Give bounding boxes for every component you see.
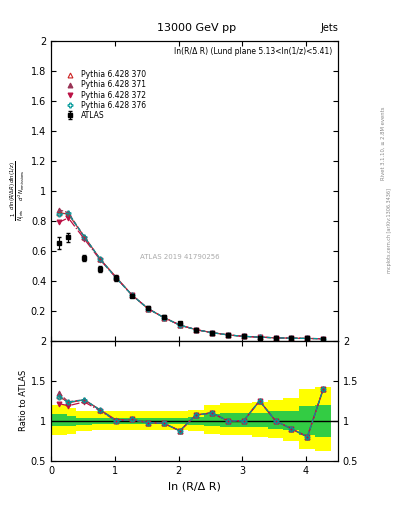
Pythia 6.428 370 [56,209,61,216]
Pythia 6.428 372 [225,332,230,338]
Text: Jets: Jets [320,23,338,33]
Pythia 6.428 371 [146,306,151,312]
Pythia 6.428 371 [273,335,278,341]
Pythia 6.428 370 [193,327,198,333]
Pythia 6.428 370 [114,274,118,280]
Pythia 6.428 372 [178,322,182,328]
Pythia 6.428 371 [289,335,294,341]
Pythia 6.428 370 [130,292,134,298]
Text: mcplots.cern.ch [arXiv:1306.3436]: mcplots.cern.ch [arXiv:1306.3436] [387,188,391,273]
Line: Pythia 6.428 376: Pythia 6.428 376 [56,211,326,341]
Pythia 6.428 376 [257,334,262,340]
X-axis label: ln (R/Δ R): ln (R/Δ R) [168,481,221,491]
Line: Pythia 6.428 370: Pythia 6.428 370 [56,210,326,341]
Pythia 6.428 376 [56,211,61,217]
Pythia 6.428 370 [257,334,262,340]
Pythia 6.428 371 [114,275,118,281]
Pythia 6.428 376 [225,332,230,338]
Pythia 6.428 376 [130,292,134,298]
Pythia 6.428 370 [225,332,230,338]
Pythia 6.428 372 [146,306,151,312]
Pythia 6.428 371 [209,330,214,336]
Pythia 6.428 371 [321,336,326,342]
Pythia 6.428 371 [66,209,71,216]
Pythia 6.428 371 [178,322,182,328]
Line: Pythia 6.428 371: Pythia 6.428 371 [56,207,326,341]
Pythia 6.428 376 [98,256,103,262]
Pythia 6.428 370 [98,256,103,262]
Y-axis label: Ratio to ATLAS: Ratio to ATLAS [19,370,28,432]
Pythia 6.428 376 [273,335,278,341]
Pythia 6.428 370 [209,330,214,336]
Pythia 6.428 370 [146,306,151,312]
Pythia 6.428 376 [321,336,326,342]
Pythia 6.428 371 [130,292,134,298]
Pythia 6.428 376 [146,306,151,312]
Pythia 6.428 371 [82,233,86,240]
Pythia 6.428 372 [82,236,86,242]
Pythia 6.428 371 [241,333,246,339]
Pythia 6.428 372 [289,335,294,341]
Pythia 6.428 376 [305,335,310,342]
Pythia 6.428 372 [130,292,134,298]
Pythia 6.428 372 [257,334,262,340]
Pythia 6.428 372 [193,327,198,333]
Pythia 6.428 370 [305,335,310,342]
Pythia 6.428 372 [114,275,118,281]
Pythia 6.428 372 [209,330,214,336]
Pythia 6.428 371 [162,314,166,321]
Pythia 6.428 370 [241,333,246,339]
Pythia 6.428 376 [114,275,118,281]
Pythia 6.428 371 [305,335,310,342]
Pythia 6.428 371 [225,332,230,338]
Pythia 6.428 371 [56,206,61,212]
Pythia 6.428 371 [193,327,198,333]
Y-axis label: $\frac{1}{N_\mathrm{jets}}\frac{d\ln(R/\Delta R)\,d\ln(1/z)}{d^2 N_\mathrm{emiss: $\frac{1}{N_\mathrm{jets}}\frac{d\ln(R/\… [8,161,27,221]
Pythia 6.428 376 [209,330,214,336]
Pythia 6.428 376 [193,327,198,333]
Pythia 6.428 376 [289,335,294,341]
Pythia 6.428 371 [98,256,103,262]
Pythia 6.428 376 [178,322,182,328]
Pythia 6.428 370 [162,314,166,321]
Text: ln(R/Δ R) (Lund plane 5.13<ln(1/z)<5.41): ln(R/Δ R) (Lund plane 5.13<ln(1/z)<5.41) [174,47,332,56]
Text: 13000 GeV pp: 13000 GeV pp [157,23,236,33]
Pythia 6.428 376 [241,333,246,339]
Pythia 6.428 370 [82,233,86,240]
Line: Pythia 6.428 372: Pythia 6.428 372 [56,216,326,341]
Pythia 6.428 376 [82,233,86,240]
Pythia 6.428 372 [305,335,310,342]
Pythia 6.428 372 [66,215,71,221]
Pythia 6.428 372 [241,333,246,339]
Pythia 6.428 371 [257,334,262,340]
Text: Rivet 3.1.10, ≥ 2.8M events: Rivet 3.1.10, ≥ 2.8M events [381,106,386,180]
Legend: Pythia 6.428 370, Pythia 6.428 371, Pythia 6.428 372, Pythia 6.428 376, ATLAS: Pythia 6.428 370, Pythia 6.428 371, Pyth… [61,69,147,121]
Pythia 6.428 372 [56,219,61,225]
Pythia 6.428 372 [273,335,278,341]
Text: ATLAS 2019 41790256: ATLAS 2019 41790256 [140,254,220,260]
Pythia 6.428 376 [162,314,166,321]
Pythia 6.428 372 [321,336,326,342]
Pythia 6.428 370 [178,322,182,328]
Pythia 6.428 370 [321,336,326,342]
Pythia 6.428 370 [66,211,71,217]
Pythia 6.428 372 [98,257,103,263]
Pythia 6.428 372 [162,314,166,321]
Pythia 6.428 370 [273,335,278,341]
Pythia 6.428 370 [289,335,294,341]
Pythia 6.428 376 [66,210,71,217]
